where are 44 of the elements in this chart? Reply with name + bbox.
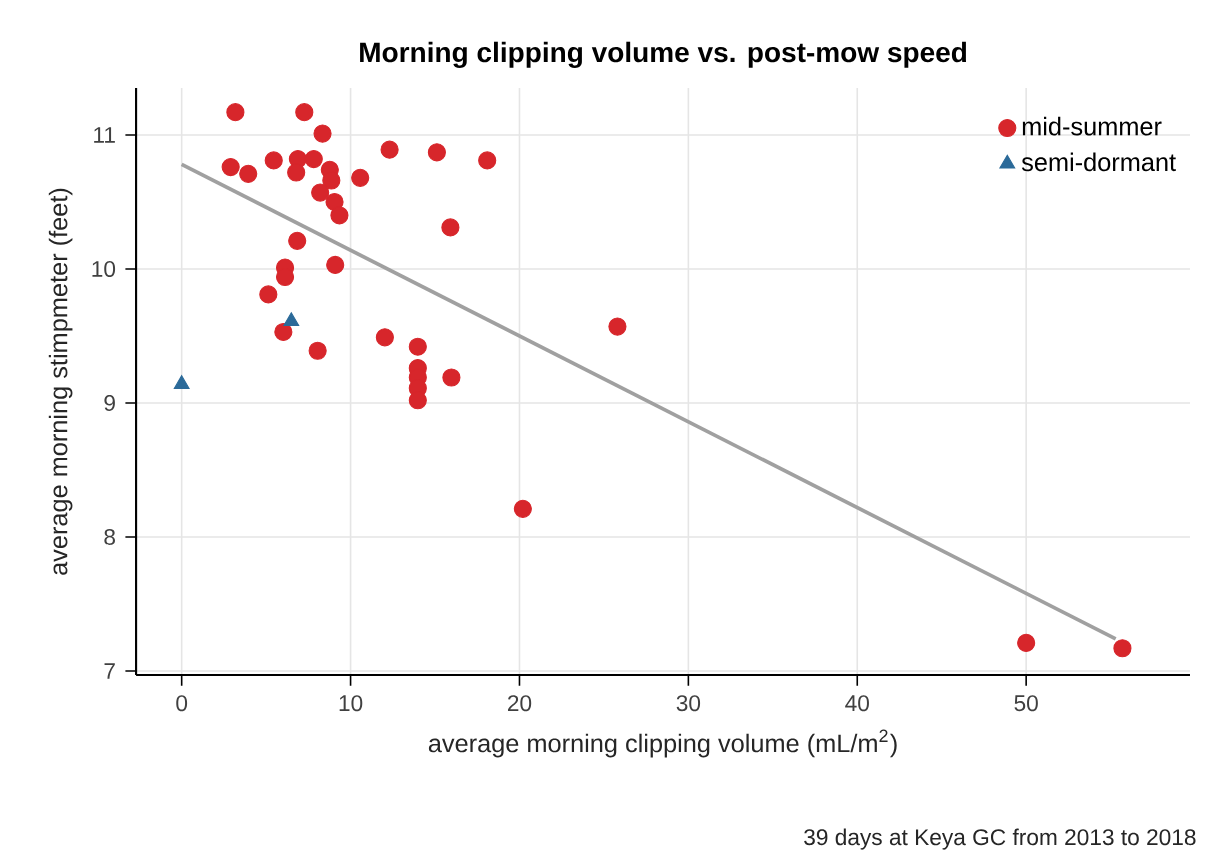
point	[380, 140, 399, 159]
point	[326, 255, 345, 274]
point	[239, 164, 258, 183]
point	[313, 124, 332, 143]
point	[1113, 639, 1132, 658]
point	[308, 341, 327, 360]
y-tick-label: 7	[104, 663, 115, 679]
point	[259, 285, 278, 304]
point	[287, 163, 306, 182]
point	[295, 103, 314, 122]
y-tick-label: 9	[104, 394, 115, 411]
point	[288, 231, 307, 250]
text: 39 days at Keya GC from 2013 to 2018	[804, 828, 1196, 850]
point	[264, 151, 283, 170]
point	[274, 322, 293, 341]
point	[442, 368, 461, 387]
point	[375, 328, 394, 347]
x-tick-label: 50	[1014, 695, 1038, 712]
point	[226, 103, 245, 122]
chart-title: Morning clipping volume vs. post-mow speed	[360, 41, 967, 68]
point	[608, 317, 627, 336]
legend-label: mid-summer	[1022, 116, 1162, 136]
y-tick-label: 11	[94, 127, 115, 143]
point	[311, 183, 330, 202]
point	[1017, 633, 1036, 652]
point	[221, 157, 240, 177]
x-tick-label: 30	[676, 695, 701, 712]
x-tick-label: 0	[176, 695, 188, 712]
point	[351, 168, 370, 187]
y-tick-label: 8	[104, 528, 115, 545]
y-tick-label: 10	[92, 260, 116, 277]
x-tick-label: 20	[507, 695, 532, 712]
point	[427, 143, 446, 162]
point	[441, 218, 460, 237]
point	[513, 499, 532, 518]
x-tick-label: 40	[845, 695, 869, 712]
point	[408, 337, 427, 356]
x-tick-label: 10	[339, 695, 363, 712]
point	[330, 206, 349, 225]
y-axis-title: average morning stimpmeter (feet)	[48, 188, 73, 575]
point	[304, 149, 323, 169]
x-axis-title: average morning clipping volume (mL/m$^{2}$)	[428, 729, 897, 758]
point	[478, 151, 497, 170]
legend-label: semi-dormant	[1021, 152, 1176, 172]
